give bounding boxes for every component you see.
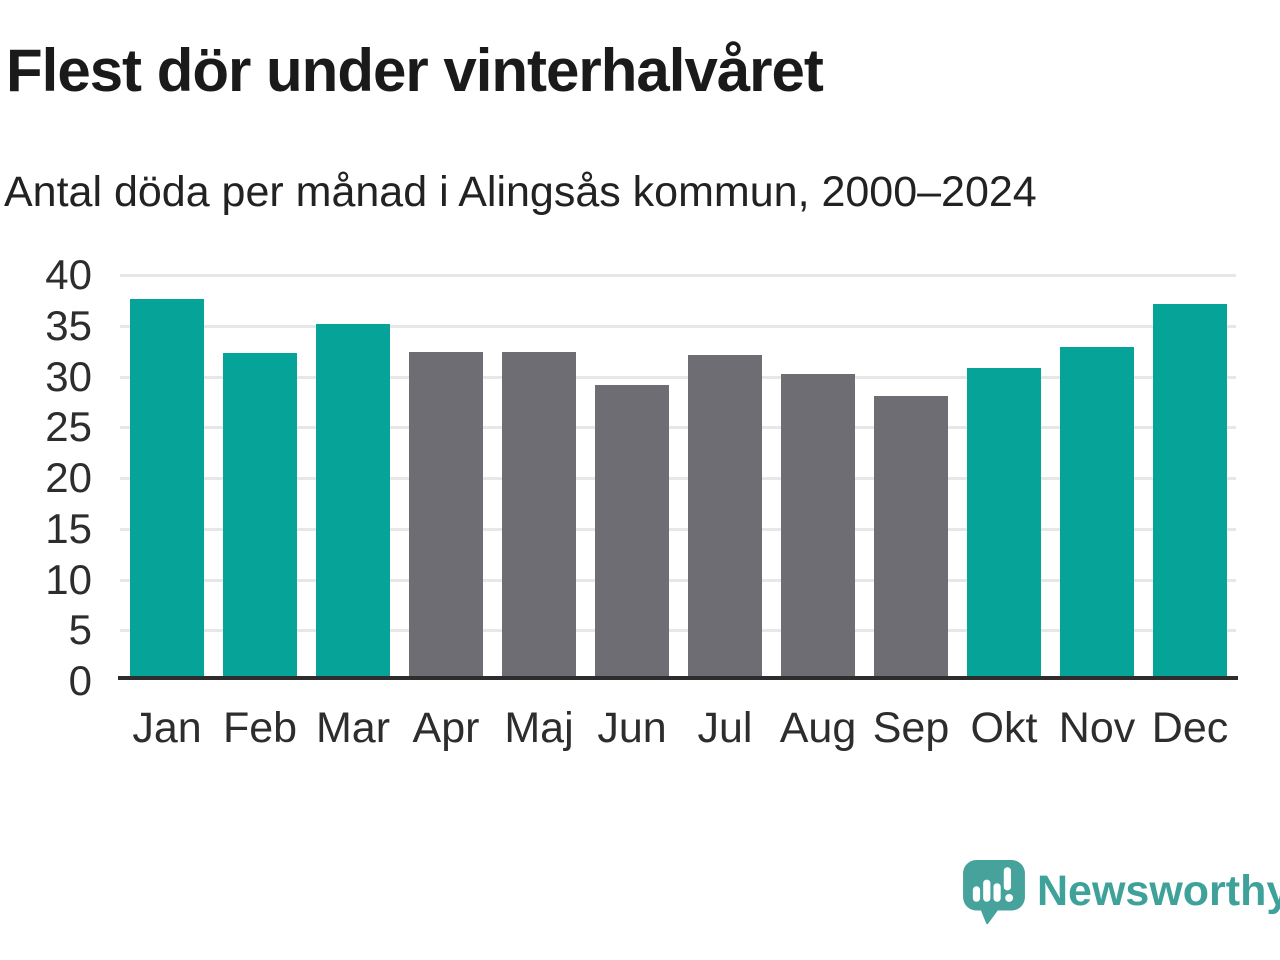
- bar-apr: [409, 352, 483, 678]
- newsworthy-logo: Newsworthy: [963, 860, 1280, 926]
- speech-bubble-bar-chart-icon: [963, 860, 1025, 925]
- y-tick-0: 0: [68, 657, 92, 704]
- bar-dec: [1153, 304, 1227, 678]
- y-tick-40: 40: [45, 251, 92, 298]
- bar-mar: [316, 324, 390, 678]
- y-tick-30: 30: [45, 353, 92, 400]
- gridline-25: [120, 426, 1236, 429]
- y-tick-15: 15: [45, 505, 92, 552]
- x-tick-feb: Feb: [222, 704, 298, 752]
- gridline-10: [120, 579, 1236, 582]
- gridline-30: [120, 376, 1236, 379]
- x-tick-jul: Jul: [697, 704, 753, 752]
- bar-jul: [688, 355, 762, 678]
- bar-feb: [223, 353, 297, 678]
- x-axis-line: [118, 676, 1238, 680]
- x-tick-jun: Jun: [597, 704, 667, 752]
- gridline-40: [120, 274, 1236, 277]
- y-tick-35: 35: [45, 302, 92, 349]
- x-tick-dec: Dec: [1151, 704, 1229, 752]
- brand-name: Newsworthy: [1037, 867, 1280, 915]
- bar-sep: [874, 396, 948, 678]
- gridline-20: [120, 477, 1236, 480]
- bar-nov: [1060, 347, 1134, 678]
- y-tick-10: 10: [45, 556, 92, 603]
- bar-okt: [967, 368, 1041, 678]
- gridline-35: [120, 325, 1236, 328]
- x-tick-jan: Jan: [132, 704, 202, 752]
- chart-subtitle: Antal döda per månad i Alingsås kommun, …: [4, 168, 1037, 216]
- plot-area: [118, 273, 1238, 680]
- bar-maj: [502, 352, 576, 678]
- x-tick-apr: Apr: [412, 704, 480, 752]
- x-tick-nov: Nov: [1058, 704, 1136, 752]
- x-tick-aug: Aug: [779, 704, 857, 752]
- x-tick-sep: Sep: [872, 704, 950, 752]
- bar-jun: [595, 385, 669, 678]
- bar-jan: [130, 299, 204, 678]
- x-tick-maj: Maj: [504, 704, 574, 752]
- y-tick-20: 20: [45, 454, 92, 501]
- y-tick-25: 25: [45, 403, 92, 450]
- x-tick-okt: Okt: [970, 704, 1038, 752]
- bar-aug: [781, 374, 855, 678]
- gridline-5: [120, 629, 1236, 632]
- chart-title: Flest dör under vinterhalvåret: [6, 37, 824, 104]
- y-tick-5: 5: [68, 606, 92, 653]
- gridline-15: [120, 528, 1236, 531]
- x-tick-mar: Mar: [315, 704, 391, 752]
